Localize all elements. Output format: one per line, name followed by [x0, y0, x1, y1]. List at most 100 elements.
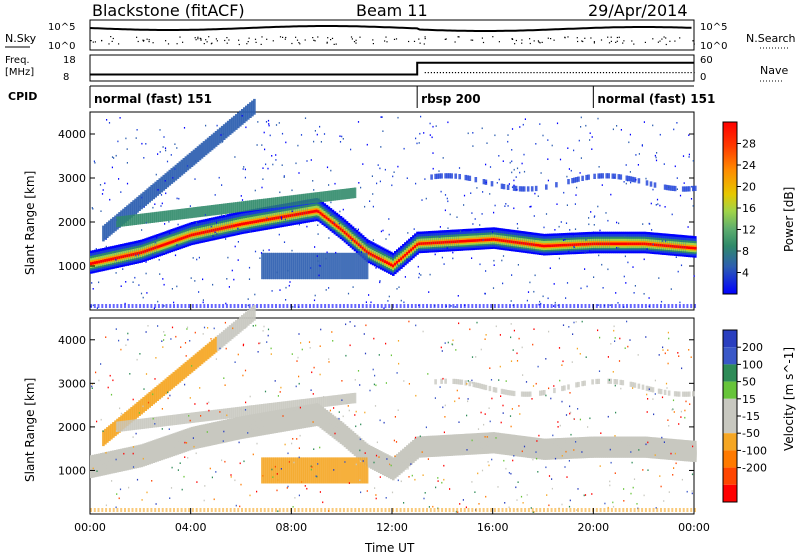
- echo-band-cell: [337, 226, 341, 229]
- ground-scatter-cell: [361, 304, 364, 308]
- nsearch-dot: [372, 39, 374, 41]
- nsearch-dot: [246, 43, 248, 45]
- echo-band-cell: [434, 241, 437, 245]
- noise-pixel: [194, 178, 196, 180]
- mid-band-cell: [140, 418, 143, 430]
- nsearch-dot: [622, 42, 624, 44]
- noise-pixel: [431, 136, 433, 139]
- noise-pixel: [625, 164, 627, 166]
- upper-arc-cell: [237, 112, 240, 129]
- mid-band-cell: [124, 215, 127, 227]
- noise-pixel: [198, 256, 200, 259]
- noise-pixel: [476, 187, 478, 189]
- ground-scatter-cell: [660, 304, 662, 308]
- upper-arc-cell: [148, 392, 152, 408]
- noise-pixel: [318, 274, 320, 277]
- noise-pixel: [623, 275, 625, 278]
- nsearch-dot: [326, 42, 328, 44]
- noise-pixel: [330, 169, 332, 172]
- echo-band-cell: [309, 210, 313, 214]
- echo-band-cell: [462, 239, 466, 243]
- nave-dot: [563, 72, 565, 74]
- noise-pixel: [572, 233, 574, 236]
- mid-band-cell: [245, 200, 248, 212]
- lower-blob-cell: [317, 457, 321, 484]
- lower-blob-cell: [277, 457, 280, 484]
- noise-pixel: [214, 194, 216, 196]
- echo-band-cell: [353, 444, 357, 448]
- echo-band-cell: [464, 239, 468, 243]
- nave-dot: [485, 72, 487, 74]
- echo-band-cell: [597, 242, 601, 246]
- upper-faint-cell: [601, 173, 605, 179]
- lower-blob-cell: [347, 457, 351, 484]
- nsearch-dot: [284, 38, 286, 40]
- noise-pixel: [384, 168, 386, 171]
- nave-dot: [439, 72, 441, 74]
- power-heatmap: [90, 98, 697, 310]
- echo-band-cell: [144, 249, 148, 253]
- noise-pixel: [297, 144, 299, 147]
- echo-band-cell: [329, 219, 333, 223]
- noise-pixel: [676, 188, 678, 190]
- nsearch-dot: [279, 36, 282, 38]
- upper-arc-cell: [140, 398, 143, 415]
- upper-arc-cell: [178, 161, 182, 178]
- noise-pixel: [285, 299, 287, 301]
- freq-tick-high: 18: [63, 55, 76, 66]
- echo-band-cell: [394, 467, 397, 470]
- mid-band-cell: [265, 198, 268, 209]
- echo-band-cell: [377, 257, 381, 260]
- mid-band-cell: [228, 407, 232, 419]
- mid-band-cell: [164, 415, 168, 427]
- nave-dot: [684, 72, 686, 74]
- noise-pixel: [652, 124, 654, 127]
- noise-pixel: [319, 265, 321, 267]
- mid-band-cell: [198, 206, 202, 218]
- mid-band-cell: [204, 205, 208, 217]
- noise-pixel: [396, 288, 398, 290]
- noise-pixel: [657, 203, 659, 205]
- ground-scatter-cell: [527, 304, 530, 308]
- echo-band-cell: [186, 439, 190, 443]
- echo-band-cell: [257, 219, 260, 223]
- noise-pixel: [360, 186, 362, 189]
- upper-arc-cell: [251, 306, 254, 323]
- echo-band-cell: [116, 256, 119, 260]
- nsearch-dot: [593, 41, 595, 43]
- noise-pixel: [566, 204, 568, 206]
- noise-pixel: [474, 218, 476, 220]
- noise-pixel: [424, 178, 426, 180]
- noise-pixel: [628, 141, 630, 144]
- noise-pixel: [372, 205, 374, 208]
- noise-pixel: [221, 141, 224, 143]
- beam-label: Beam 11: [356, 1, 428, 20]
- echo-band-cell: [206, 230, 210, 233]
- upper-arc-cell: [164, 378, 168, 395]
- ground-scatter-cell: [407, 304, 410, 308]
- echo-band-cell: [444, 445, 447, 449]
- echo-band-cell: [478, 443, 482, 447]
- nsearch-dot: [359, 36, 361, 38]
- noise-pixel: [505, 203, 507, 205]
- noise-pixel: [91, 282, 93, 284]
- mid-band-cell: [118, 216, 121, 227]
- nsearch-dot: [498, 41, 500, 43]
- ground-scatter-cell: [120, 304, 123, 308]
- echo-band-cell: [488, 443, 492, 446]
- noise-pixel: [447, 227, 449, 229]
- mid-band-cell: [116, 216, 119, 228]
- echo-band-cell: [490, 443, 494, 446]
- lower-blob-cell: [273, 252, 276, 280]
- mid-band-cell: [319, 396, 323, 408]
- noise-pixel: [318, 216, 320, 219]
- echo-band-cell: [402, 255, 405, 259]
- noise-pixel: [170, 154, 172, 156]
- echo-band-cell: [196, 437, 200, 440]
- nsearch-dot: [593, 42, 595, 44]
- echo-band-cell: [321, 418, 325, 422]
- noise-pixel: [248, 266, 251, 269]
- echo-band-cell: [512, 240, 516, 244]
- noise-pixel: [126, 162, 128, 164]
- echo-band-cell: [194, 232, 198, 236]
